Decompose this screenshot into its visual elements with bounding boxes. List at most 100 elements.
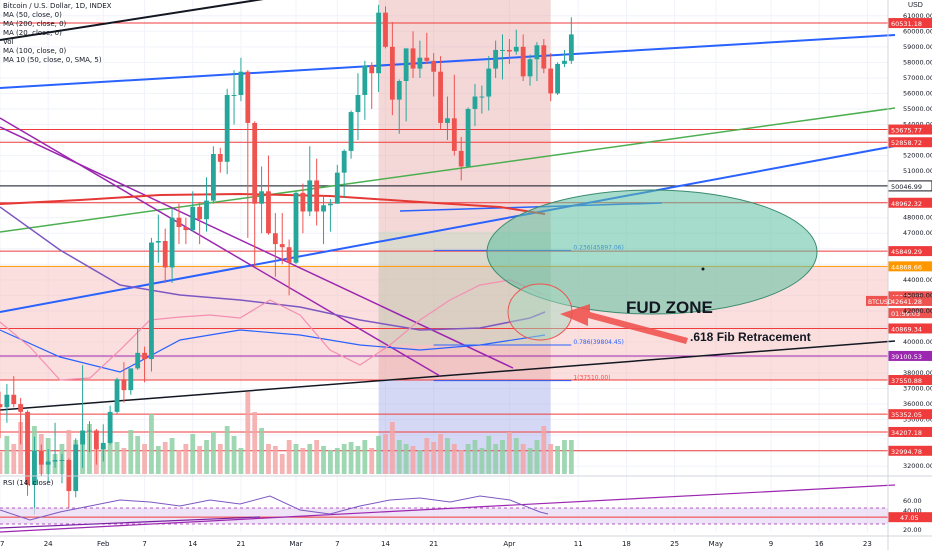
level-price-text: 52858.72 <box>891 139 922 147</box>
date-tick-label: 24 <box>44 540 53 548</box>
level-price-text: 60531.18 <box>891 20 922 28</box>
volume-bar <box>107 440 113 474</box>
black-trend-line <box>0 0 264 41</box>
volume-bar <box>424 438 430 474</box>
candle-body <box>451 118 457 151</box>
candle-body <box>513 46 519 52</box>
volume-bar <box>445 438 450 474</box>
last-price-text: 01:59:03 <box>891 310 920 318</box>
candle-body <box>266 191 271 234</box>
candle-body <box>142 352 147 360</box>
indicator-ma10[interactable]: MA 10 (50, close, 0, SMA, 5) <box>3 56 102 64</box>
volume-bar <box>403 444 409 474</box>
level-price-tag <box>888 124 932 135</box>
candle-body <box>176 217 182 228</box>
price-tick-label: 56000.00 <box>903 89 932 97</box>
volume-bar <box>18 422 24 474</box>
price-tick-label: 59000.00 <box>903 43 932 51</box>
price-tick-label: 47000.00 <box>903 229 932 237</box>
level-price-tag <box>888 261 932 272</box>
rsi-label[interactable]: RSI (14, close) <box>3 479 54 487</box>
level-price-text: 32994.78 <box>891 448 922 456</box>
level-price-tag <box>888 409 932 420</box>
price-tick-label: 44000.00 <box>903 276 932 284</box>
volume-bar <box>252 412 258 474</box>
level-price-tag <box>888 323 932 334</box>
candle-body <box>93 430 99 450</box>
level-price-tag <box>888 426 932 437</box>
candle-body <box>334 172 340 204</box>
price-axis: 42938.5842641.2801:59:03BTCUSD32000.0033… <box>866 12 932 470</box>
fib-retracement-annotation: .618 Fib Retracement <box>690 330 811 344</box>
date-tick-label: 21 <box>429 540 438 548</box>
red-arrow <box>560 304 688 344</box>
symbol-tag-text: BTCUSD <box>868 299 893 306</box>
price-tick-label: 38000.00 <box>903 369 932 377</box>
candle-body <box>80 430 86 445</box>
indicator-ma20[interactable]: MA (20, close, 0) <box>3 29 62 37</box>
candle-body <box>149 242 154 360</box>
level-price-tag <box>888 375 932 386</box>
volume-bar <box>279 454 285 474</box>
symbol-tag <box>866 295 890 306</box>
candle-body <box>18 404 24 412</box>
ellipse-center-dot <box>701 267 705 271</box>
candle-body <box>369 65 375 74</box>
volume-bar <box>548 444 554 474</box>
volume-bar <box>293 444 299 474</box>
volume-bar <box>348 442 354 474</box>
candle-body <box>562 60 567 64</box>
date-tick-label: May <box>709 540 723 548</box>
fib-level-label: 1(37510.00) <box>573 375 610 382</box>
volume-bar <box>506 432 512 474</box>
volume-bar <box>562 440 567 474</box>
price-tick-label: 43000.00 <box>903 291 932 299</box>
candle-body <box>231 94 237 96</box>
indicator-ma100[interactable]: MA (100, close, 0) <box>3 47 67 55</box>
candle-body <box>162 241 168 268</box>
candle-body <box>87 430 92 432</box>
volume-bar <box>224 426 230 474</box>
indicator-ma50[interactable]: MA (50, close, 0) <box>3 11 62 19</box>
candle-body <box>534 45 540 60</box>
last-price-text: 42641.28 <box>891 298 922 306</box>
level-price-text: 50046.99 <box>891 183 922 191</box>
level-price-text: 48962.32 <box>891 200 922 208</box>
candle-body <box>472 96 478 109</box>
candle-body <box>486 68 492 97</box>
green-target-ellipse <box>486 189 818 315</box>
volume-bar <box>479 448 485 474</box>
volume-bar <box>472 440 478 474</box>
volume-bar <box>66 430 72 474</box>
fud-circle <box>507 283 573 341</box>
candle-body <box>238 71 244 95</box>
indicator-vol[interactable]: Vol <box>3 38 14 46</box>
volume-bar <box>383 434 388 474</box>
volume-bar <box>438 434 443 474</box>
ma50-curve <box>0 329 546 373</box>
volume-bar <box>300 448 306 474</box>
candle-body <box>479 96 485 98</box>
candle-body <box>4 394 10 408</box>
rsi-tick-label: 20.00 <box>903 526 922 534</box>
candle-body <box>217 154 223 162</box>
ma20-curve <box>0 279 546 381</box>
volume-bar <box>493 444 499 474</box>
candle-body <box>568 34 574 61</box>
volume-bar <box>266 444 271 474</box>
volume-bar <box>245 392 251 474</box>
candle-body <box>389 46 395 100</box>
candle-body <box>183 227 189 231</box>
price-tick-label: 55000.00 <box>903 105 932 113</box>
date-tick-label: 14 <box>188 540 197 548</box>
candle-body <box>59 460 65 462</box>
candle-body <box>224 94 230 162</box>
date-tick-label: 18 <box>622 540 631 548</box>
date-tick-label: 16 <box>815 540 824 548</box>
candle-body <box>155 241 161 243</box>
candle-body <box>458 150 464 167</box>
volume-bar <box>307 444 313 474</box>
indicator-ma200[interactable]: MA (200, close, 0) <box>3 20 67 28</box>
candle-body <box>376 12 382 74</box>
